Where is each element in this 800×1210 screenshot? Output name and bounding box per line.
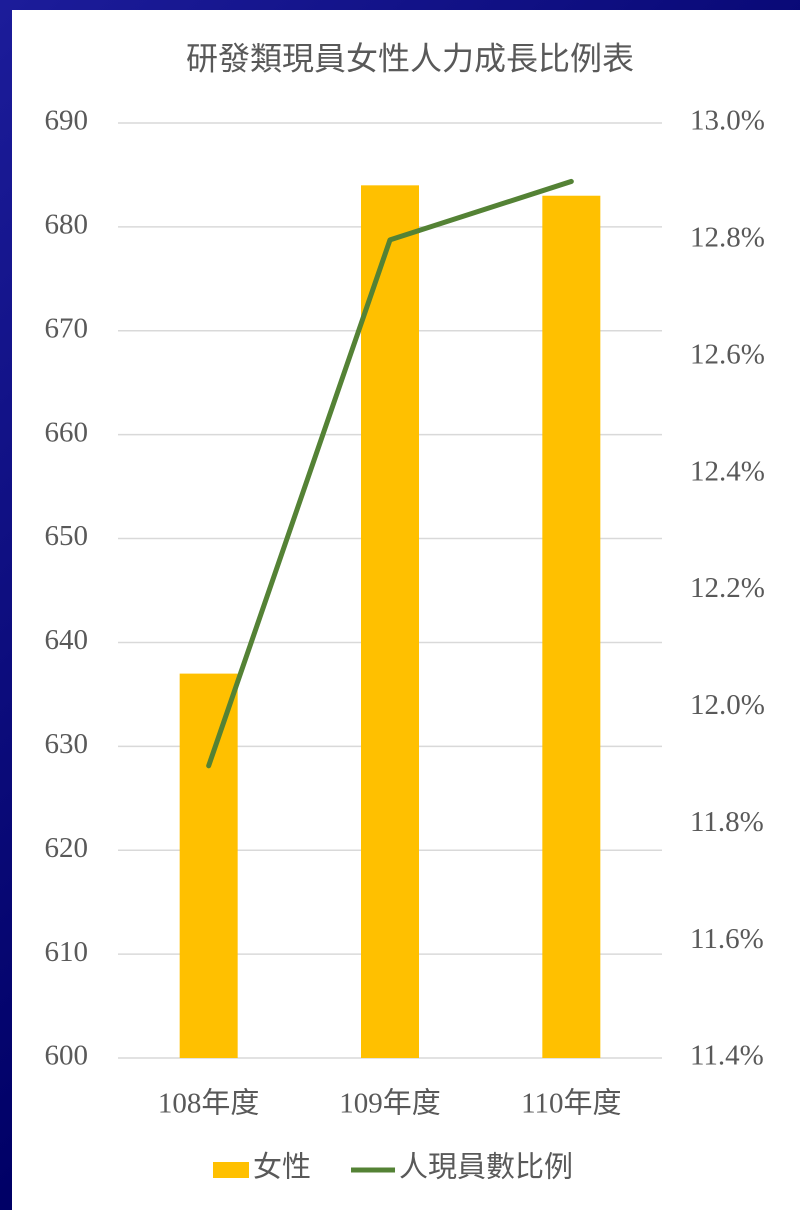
y-tick-label: 650: [45, 520, 89, 552]
legend-label: 女性: [253, 1151, 311, 1184]
bar: [179, 673, 238, 1058]
y-tick-label: 610: [45, 936, 89, 968]
y-tick-label: 690: [45, 105, 89, 137]
y-tick-label: 660: [45, 416, 89, 448]
y2-tick-label: 12.4%: [690, 455, 765, 487]
x-tick-label: 109年度: [339, 1087, 441, 1120]
y2-tick-label: 11.6%: [690, 923, 764, 955]
y-tick-label: 670: [45, 312, 89, 344]
y2-tick-label: 12.8%: [690, 222, 765, 254]
y2-tick-label: 12.0%: [690, 689, 765, 721]
y2-tick-label: 12.6%: [690, 338, 765, 370]
legend-swatch: [213, 1162, 249, 1178]
y-tick-label: 620: [45, 832, 89, 864]
y-tick-label: 600: [45, 1040, 89, 1072]
y2-tick-label: 11.4%: [690, 1040, 764, 1072]
x-tick-label: 110年度: [521, 1087, 621, 1120]
legend-label: 人現員數比例: [399, 1151, 573, 1184]
y-tick-label: 630: [45, 728, 89, 760]
chart-title: 研發類現員女性人力成長比例表: [186, 40, 634, 76]
y-tick-label: 680: [45, 209, 89, 241]
y-tick-label: 640: [45, 624, 89, 656]
line: [206, 178, 574, 769]
y2-tick-label: 13.0%: [690, 105, 765, 137]
bar: [542, 195, 601, 1058]
y2-tick-label: 11.8%: [690, 806, 764, 838]
y2-tick-label: 12.2%: [690, 572, 765, 604]
bar: [361, 185, 419, 1059]
x-tick-label: 108年度: [158, 1087, 260, 1120]
